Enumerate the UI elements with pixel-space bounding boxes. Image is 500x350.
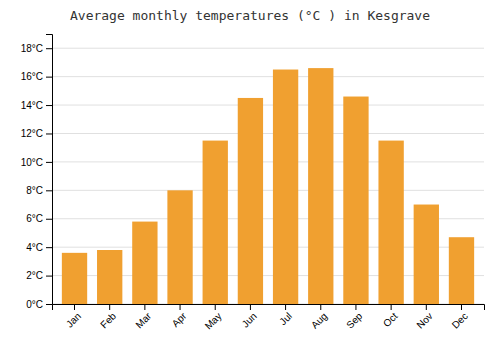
y-tick: 18°C [21, 43, 52, 54]
x-tick-label: Mar [133, 310, 153, 330]
y-axis: 0°C 2°C 4°C 6°C 8°C 10°C 12°C 14°C 16°C 18°C [21, 35, 53, 310]
bar [273, 70, 298, 304]
x-tick: Jun [240, 304, 259, 330]
x-tick-label: Jan [64, 310, 83, 329]
grid-line [52, 190, 484, 191]
y-tick-mark [46, 219, 52, 220]
x-tick: May [203, 304, 224, 332]
y-tick: 8°C [26, 185, 52, 196]
y-tick-mark [46, 190, 52, 191]
y-tick-mark [46, 304, 52, 305]
grid-line [52, 105, 484, 106]
x-tick-label: Apr [170, 310, 189, 329]
y-axis-line [46, 35, 53, 305]
y-tick-label: 6°C [26, 213, 43, 224]
y-tick-mark [46, 247, 52, 248]
grid [52, 48, 484, 304]
y-tick-label: 2°C [26, 270, 43, 281]
x-tick-label: Dec [450, 310, 470, 330]
bar [378, 141, 403, 304]
y-tick-mark [46, 77, 52, 78]
y-tick-label: 12°C [21, 128, 43, 139]
plot: 0°C 2°C 4°C 6°C 8°C 10°C 12°C 14°C 16°C 18°C Jan Fe… [21, 35, 485, 332]
x-axis-line [53, 305, 485, 311]
x-tick-label: Jun [240, 310, 259, 329]
y-tick-label: 8°C [26, 185, 43, 196]
x-tick: Mar [133, 304, 153, 330]
grid-line [52, 133, 484, 134]
x-tick-mark [391, 304, 392, 310]
y-tick-label: 10°C [21, 157, 43, 168]
y-tick: 2°C [26, 270, 52, 281]
x-tick-label: Aug [309, 310, 329, 330]
x-tick-label: Sep [344, 310, 365, 331]
x-tick: Jul [277, 304, 294, 327]
x-tick: Jan [64, 304, 83, 330]
x-tick-mark [74, 304, 75, 310]
x-axis: Jan Feb Mar Apr May Jun Jul Aug Sep Oct Nov Dec [53, 304, 485, 332]
y-tick: 16°C [21, 71, 52, 82]
x-tick-label: Feb [98, 310, 118, 330]
x-tick-mark [320, 304, 321, 310]
x-tick-mark [355, 304, 356, 310]
bar [308, 68, 333, 304]
x-tick-mark [215, 304, 216, 310]
y-tick-mark [46, 48, 52, 49]
x-tick: Sep [344, 304, 365, 331]
y-tick: 14°C [21, 100, 52, 111]
x-tick-mark [426, 304, 427, 310]
y-tick-label: 18°C [21, 43, 43, 54]
x-tick: Oct [381, 304, 400, 329]
x-tick-mark [144, 304, 145, 310]
y-tick: 6°C [26, 213, 52, 224]
bar [203, 141, 228, 304]
x-tick: Apr [170, 304, 189, 329]
y-tick: 4°C [26, 242, 52, 253]
bar [167, 190, 192, 304]
x-tick-mark [461, 304, 462, 310]
x-tick-label: May [203, 310, 224, 331]
x-tick: Aug [309, 304, 329, 331]
bars [62, 68, 474, 304]
grid-line [52, 161, 484, 162]
x-tick: Nov [414, 304, 434, 331]
grid-line [52, 48, 484, 49]
x-tick-mark [250, 304, 251, 310]
y-tick: 10°C [21, 157, 52, 168]
bar [132, 222, 157, 304]
y-tick-label: 4°C [26, 242, 43, 253]
y-tick-label: 14°C [21, 100, 43, 111]
y-tick: 12°C [21, 128, 52, 139]
y-tick-mark [46, 133, 52, 134]
x-tick-label: Jul [277, 310, 294, 327]
bar [97, 250, 122, 304]
y-tick: 0°C [26, 299, 52, 310]
y-tick-mark [46, 276, 52, 277]
grid-line [52, 76, 484, 77]
y-tick-mark [46, 105, 52, 106]
y-tick-label: 16°C [21, 71, 43, 82]
bar [449, 237, 474, 304]
bar [343, 97, 368, 304]
bar [238, 98, 263, 304]
x-tick-mark [285, 304, 286, 310]
title: Average monthly temperatures (°C ) in Ke… [70, 8, 430, 23]
x-tick-mark [109, 304, 110, 310]
y-tick-label: 0°C [26, 299, 43, 310]
bar [62, 253, 87, 304]
x-tick-label: Oct [381, 310, 400, 329]
x-tick-mark [180, 304, 181, 310]
y-tick-mark [46, 162, 52, 163]
x-tick: Feb [98, 304, 118, 330]
x-tick-label: Nov [414, 310, 434, 330]
chart: 0°C 2°C 4°C 6°C 8°C 10°C 12°C 14°C 16°C 18°C Jan Fe… [0, 0, 500, 350]
x-tick: Dec [450, 304, 470, 331]
bar [414, 205, 439, 304]
